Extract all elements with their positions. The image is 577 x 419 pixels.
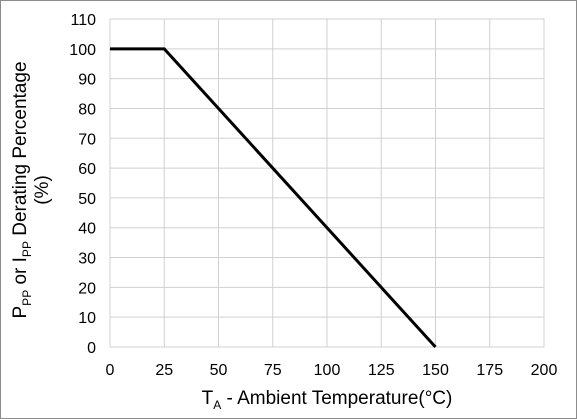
- y-tick-label: 70: [78, 131, 96, 148]
- y-tick-label: 50: [78, 191, 96, 208]
- grid-lines: [109, 18, 545, 348]
- x-tick-label: 200: [531, 362, 558, 379]
- y-axis-title-i-subscript: PP: [20, 241, 34, 257]
- y-tick-labels: 0 10 20 30 40 50 60 70 80 90 100 110: [69, 12, 96, 357]
- y-tick-label: 100: [69, 42, 96, 59]
- x-axis-title-subscript: A: [213, 398, 221, 412]
- x-tick-labels: 0 25 50 75 100 125 150 175 200: [106, 362, 558, 379]
- x-tick-label: 25: [155, 362, 173, 379]
- x-axis-title-text: - Ambient Temperature(°C): [221, 388, 452, 409]
- y-tick-label: 20: [78, 280, 96, 297]
- y-axis-title-p: P: [10, 306, 31, 319]
- y-tick-label: 80: [78, 101, 96, 118]
- y-tick-label: 10: [78, 310, 96, 327]
- x-tick-label: 175: [476, 362, 503, 379]
- x-tick-label: 75: [264, 362, 282, 379]
- y-tick-label: 30: [78, 251, 96, 268]
- y-tick-label: 40: [78, 221, 96, 238]
- y-tick-label: 0: [87, 340, 96, 357]
- y-axis-title-mid: or I: [10, 257, 31, 290]
- y-tick-label: 60: [78, 161, 96, 178]
- x-tick-label: 50: [210, 362, 228, 379]
- x-axis-title-symbol: T: [202, 388, 214, 409]
- y-tick-label: 90: [78, 72, 96, 89]
- y-axis-title: PPP or IPP Derating Percentage (%): [10, 61, 53, 318]
- derating-curve: [110, 47, 437, 349]
- y-axis-title-end: Derating Percentage: [10, 61, 31, 241]
- x-tick-label: 125: [368, 362, 395, 379]
- plot-area-border: [109, 18, 545, 348]
- series-layer: [110, 47, 437, 349]
- y-axis-title-p-subscript: PP: [20, 290, 34, 306]
- y-axis-title-line2: (%): [32, 175, 53, 205]
- x-tick-label: 0: [106, 362, 115, 379]
- x-tick-label: 100: [314, 362, 341, 379]
- x-axis-title: TA - Ambient Temperature(°C): [202, 388, 453, 412]
- y-axis-title-line1: PPP or IPP Derating Percentage: [10, 61, 34, 318]
- x-tick-label: 150: [422, 362, 449, 379]
- y-tick-label: 110: [70, 12, 96, 29]
